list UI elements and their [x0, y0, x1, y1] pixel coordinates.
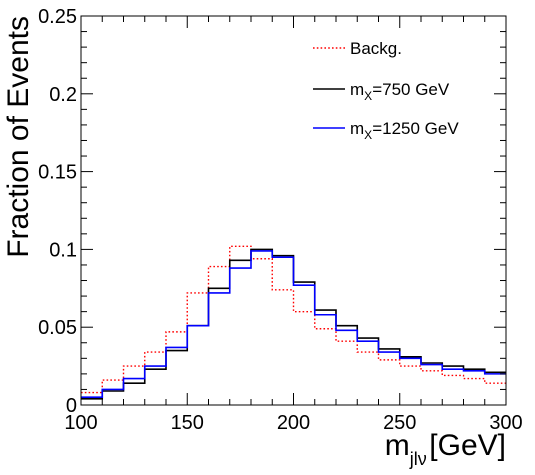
series-line-0 [81, 245, 506, 394]
x-tick-label: 250 [383, 412, 416, 434]
x-axis-title: mjlν [GeV] [385, 429, 506, 469]
x-tick-label: 200 [277, 412, 310, 434]
y-axis-title: Fraction of Events [2, 16, 35, 258]
y-tick-label: 0.1 [49, 239, 77, 261]
x-tick-label: 100 [64, 412, 97, 434]
x-tick-label: 150 [171, 412, 204, 434]
legend-label-2: mX=1250 GeV [350, 119, 459, 142]
plot-frame [80, 15, 507, 406]
y-tick-label: 0.25 [38, 6, 77, 28]
y-tick-label: 0.2 [49, 84, 77, 106]
x-axis-title-main: m [385, 429, 410, 462]
y-tick-label: 0.05 [38, 317, 77, 339]
legend-label-1: mX=750 GeV [350, 80, 450, 103]
y-tick-label: 0 [66, 395, 77, 417]
x-axis-title-sub: jlν [409, 449, 427, 469]
legend: Backg. mX=750 GeV mX=1250 GeV [313, 39, 459, 142]
series-layer [81, 245, 506, 400]
ticks-layer: 100 150 200 250 300 0 0.05 0.1 0.15 0.2 0.25 [38, 6, 523, 434]
x-tick-label: 300 [489, 412, 522, 434]
legend-label-0: Backg. [350, 39, 402, 58]
y-tick-label: 0.15 [38, 162, 77, 184]
series-line-2 [81, 250, 506, 399]
x-axis-title-unit: [GeV] [429, 429, 506, 462]
